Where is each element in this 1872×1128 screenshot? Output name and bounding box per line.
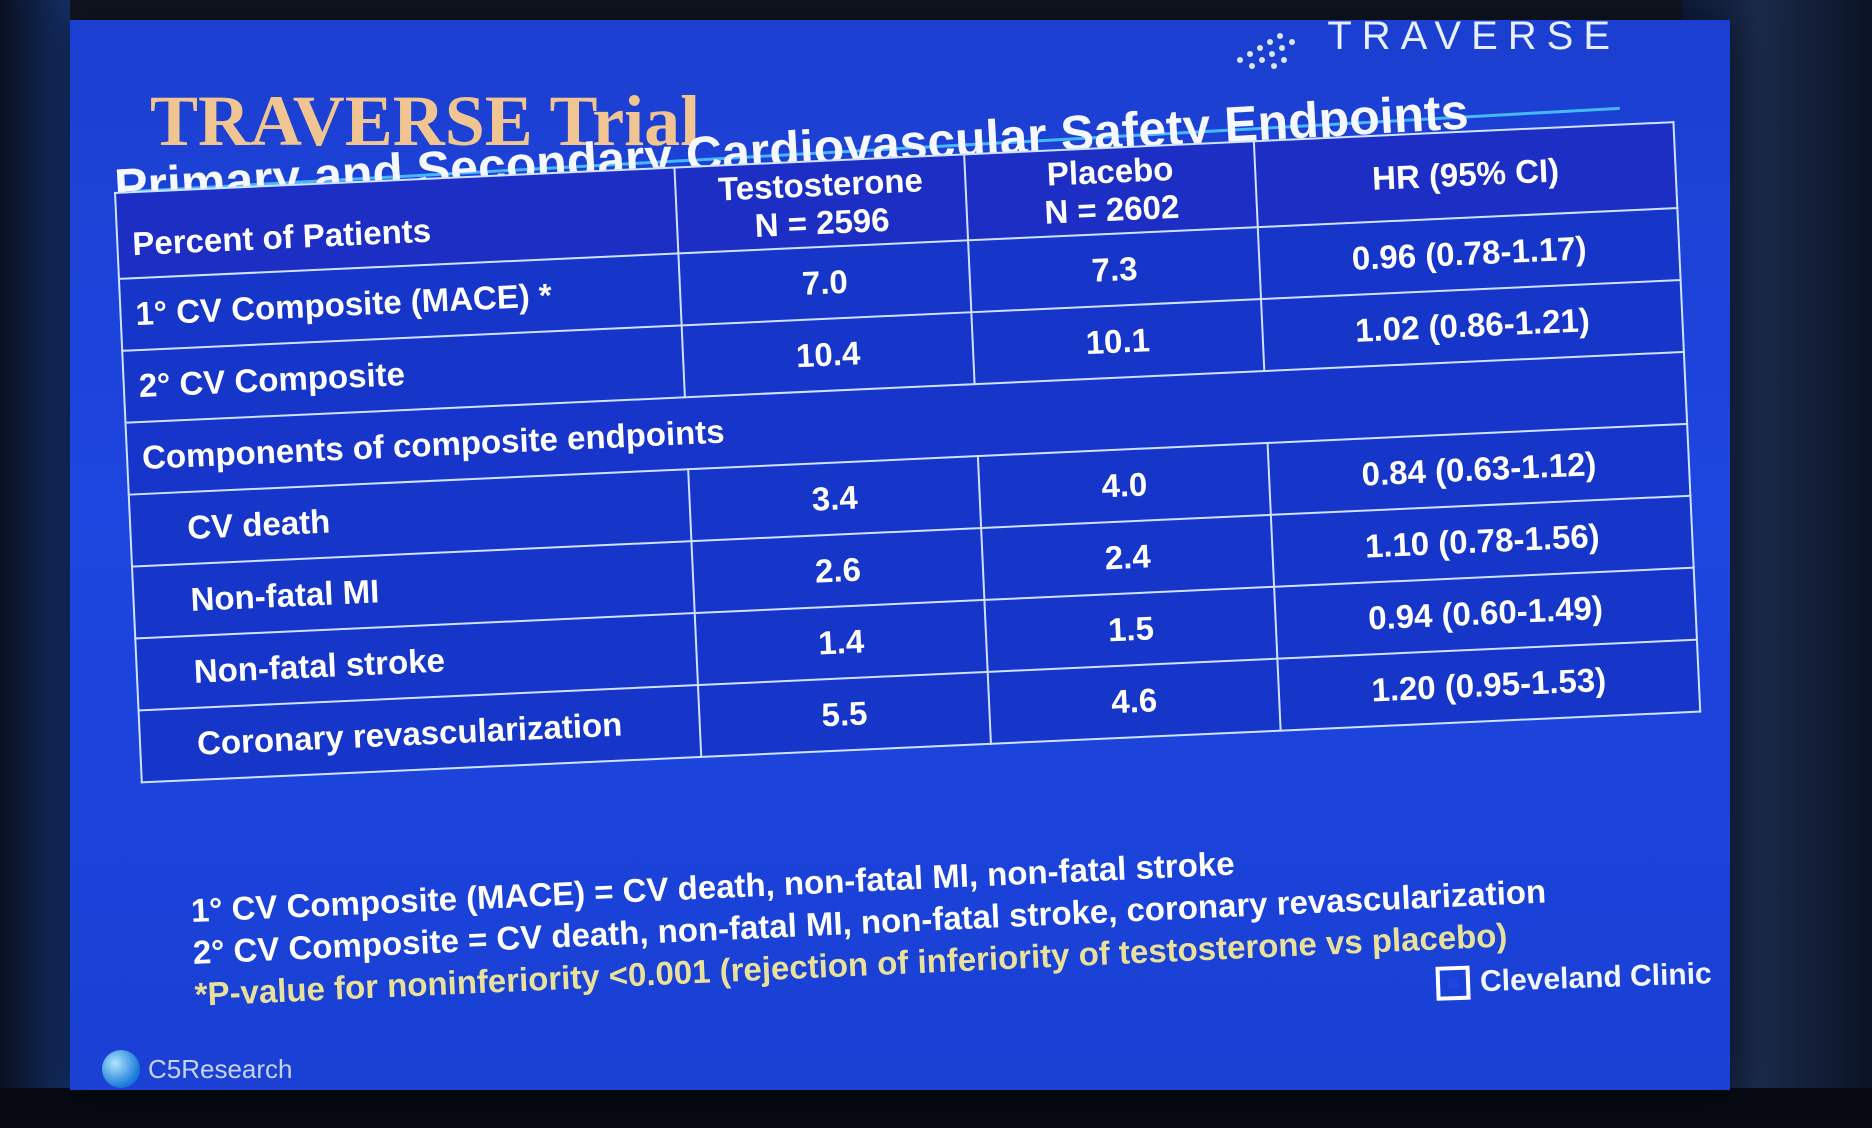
c5research-label: C5Research (148, 1053, 293, 1084)
cleveland-clinic-icon (1435, 965, 1471, 1001)
testosterone-value: 3.4 (688, 456, 982, 542)
testosterone-value: 1.4 (694, 599, 988, 686)
table-body: 1° CV Composite (MACE) * 7.0 7.3 0.96 (0.78… (118, 208, 1701, 783)
testosterone-value: 10.4 (681, 312, 975, 398)
placebo-value: 4.0 (977, 442, 1271, 529)
placebo-value: 4.6 (987, 658, 1281, 744)
endpoints-table-wrapper: Percent of Patients Testosterone N = 259… (114, 121, 1701, 783)
globe-icon (102, 1050, 140, 1088)
testosterone-value: 5.5 (697, 671, 991, 757)
room-background-bottom (0, 1088, 1872, 1128)
slide-title: TRAVERSE Trial (150, 81, 701, 161)
c5research-logo: C5Research (102, 1050, 293, 1088)
room-background-left (0, 0, 70, 1128)
header-testosterone: Testosterone N = 2596 (674, 154, 969, 254)
cleveland-clinic-logo: Cleveland Clinic (1435, 957, 1713, 1001)
presentation-slide: TRAVERSE TRAVERSE Trial Primary and Seco… (70, 14, 1730, 1090)
testosterone-value: 2.6 (691, 528, 985, 614)
placebo-value: 7.3 (968, 227, 1262, 313)
placebo-value: 10.1 (971, 299, 1265, 385)
header-placebo: Placebo N = 2602 (964, 141, 1258, 241)
endpoints-table: Percent of Patients Testosterone N = 259… (114, 121, 1701, 783)
traverse-logo-icon (1237, 33, 1295, 69)
placebo-value: 1.5 (984, 586, 1278, 672)
testosterone-value: 7.0 (678, 240, 972, 326)
cleveland-clinic-label: Cleveland Clinic (1479, 957, 1713, 999)
placebo-value: 2.4 (981, 514, 1275, 600)
brand-wordmark: TRAVERSE (1327, 14, 1620, 58)
footnotes: 1° CV Composite (MACE) = CV death, non-f… (190, 829, 1549, 1016)
